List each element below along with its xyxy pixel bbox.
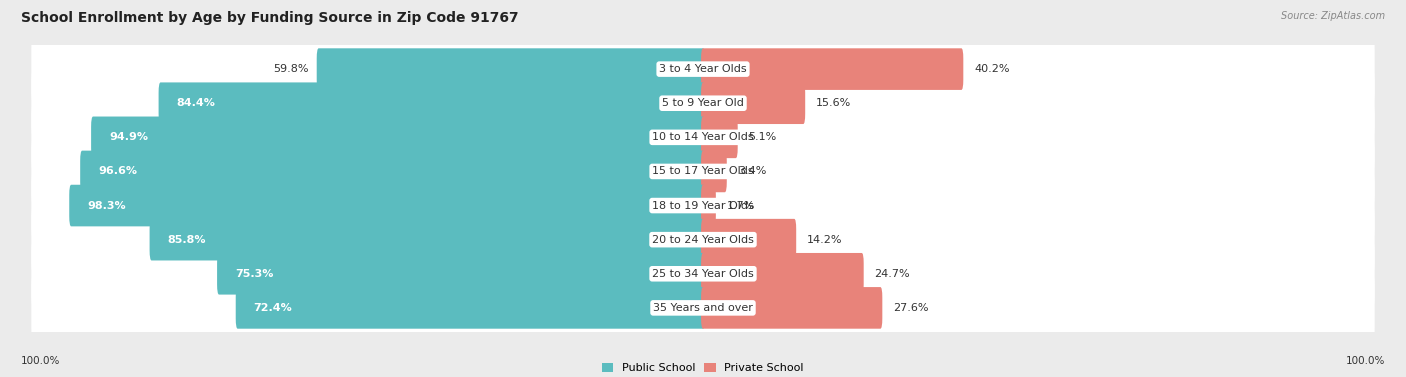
Text: 96.6%: 96.6%: [98, 166, 138, 176]
Text: 35 Years and over: 35 Years and over: [652, 303, 754, 313]
Text: 18 to 19 Year Olds: 18 to 19 Year Olds: [652, 201, 754, 211]
Text: 15.6%: 15.6%: [815, 98, 852, 108]
Text: 10 to 14 Year Olds: 10 to 14 Year Olds: [652, 132, 754, 143]
FancyBboxPatch shape: [31, 169, 1375, 242]
FancyBboxPatch shape: [31, 271, 1375, 345]
Text: 3.4%: 3.4%: [738, 166, 766, 176]
Text: 20 to 24 Year Olds: 20 to 24 Year Olds: [652, 234, 754, 245]
FancyBboxPatch shape: [702, 253, 863, 294]
FancyBboxPatch shape: [702, 287, 883, 329]
FancyBboxPatch shape: [702, 48, 963, 90]
Text: 25 to 34 Year Olds: 25 to 34 Year Olds: [652, 269, 754, 279]
Text: 85.8%: 85.8%: [167, 234, 207, 245]
Text: 3 to 4 Year Olds: 3 to 4 Year Olds: [659, 64, 747, 74]
Text: 72.4%: 72.4%: [253, 303, 292, 313]
FancyBboxPatch shape: [31, 67, 1375, 140]
Text: 100.0%: 100.0%: [1346, 356, 1385, 366]
FancyBboxPatch shape: [702, 151, 727, 192]
Text: 75.3%: 75.3%: [235, 269, 273, 279]
FancyBboxPatch shape: [80, 151, 704, 192]
FancyBboxPatch shape: [31, 101, 1375, 174]
Text: 24.7%: 24.7%: [875, 269, 910, 279]
Text: 98.3%: 98.3%: [87, 201, 127, 211]
Text: Source: ZipAtlas.com: Source: ZipAtlas.com: [1281, 11, 1385, 21]
Text: 14.2%: 14.2%: [807, 234, 842, 245]
Text: 5 to 9 Year Old: 5 to 9 Year Old: [662, 98, 744, 108]
Text: 40.2%: 40.2%: [974, 64, 1010, 74]
FancyBboxPatch shape: [31, 237, 1375, 310]
FancyBboxPatch shape: [91, 116, 704, 158]
FancyBboxPatch shape: [31, 32, 1375, 106]
FancyBboxPatch shape: [316, 48, 704, 90]
Text: 1.7%: 1.7%: [727, 201, 755, 211]
FancyBboxPatch shape: [149, 219, 704, 261]
Text: 84.4%: 84.4%: [177, 98, 215, 108]
FancyBboxPatch shape: [69, 185, 704, 226]
Text: 27.6%: 27.6%: [893, 303, 929, 313]
FancyBboxPatch shape: [702, 219, 796, 261]
Text: 15 to 17 Year Olds: 15 to 17 Year Olds: [652, 166, 754, 176]
Text: School Enrollment by Age by Funding Source in Zip Code 91767: School Enrollment by Age by Funding Sour…: [21, 11, 519, 25]
FancyBboxPatch shape: [31, 135, 1375, 208]
FancyBboxPatch shape: [217, 253, 704, 294]
Text: 94.9%: 94.9%: [110, 132, 148, 143]
FancyBboxPatch shape: [31, 203, 1375, 276]
Text: 5.1%: 5.1%: [748, 132, 778, 143]
FancyBboxPatch shape: [159, 83, 704, 124]
FancyBboxPatch shape: [702, 83, 806, 124]
FancyBboxPatch shape: [702, 185, 716, 226]
FancyBboxPatch shape: [236, 287, 704, 329]
Text: 100.0%: 100.0%: [21, 356, 60, 366]
FancyBboxPatch shape: [702, 116, 738, 158]
Legend: Public School, Private School: Public School, Private School: [598, 359, 808, 377]
Text: 59.8%: 59.8%: [274, 64, 309, 74]
